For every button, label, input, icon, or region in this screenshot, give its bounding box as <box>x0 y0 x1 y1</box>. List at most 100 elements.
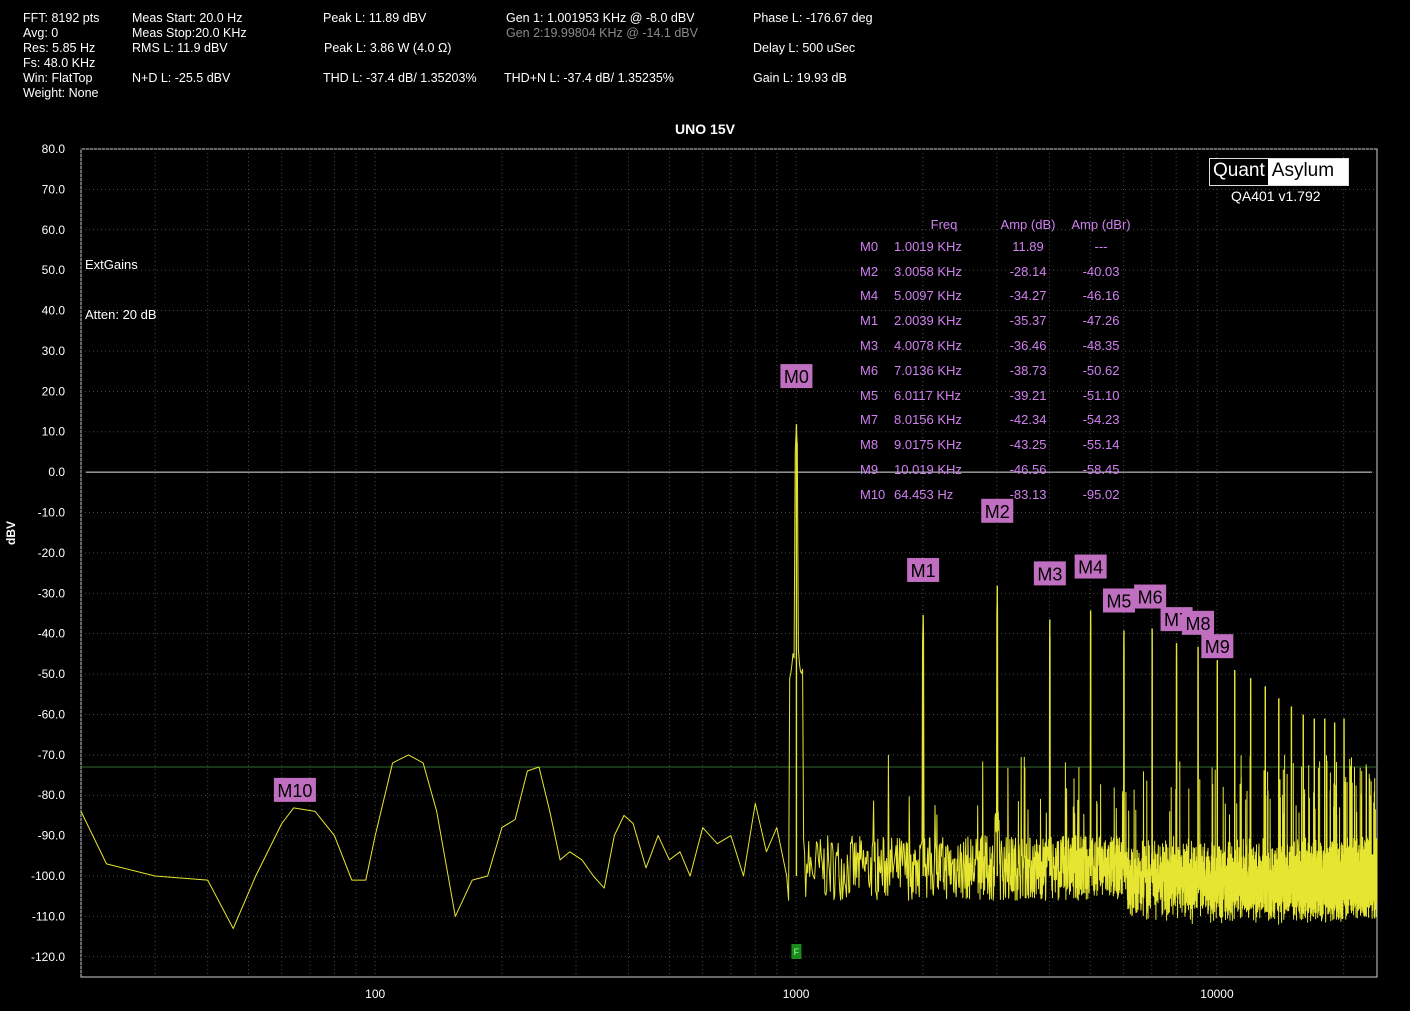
y-tick-label: -100.0 <box>31 869 65 883</box>
quantasylum-logo: Quant Asylum <box>1209 158 1349 186</box>
y-tick-label: -80.0 <box>38 788 66 802</box>
marker-freq: 6.0117 KHz <box>894 387 961 403</box>
thd-readout: THD L: -37.4 dB/ 1.35203% <box>323 71 477 85</box>
marker-label-m4[interactable]: M4 <box>1074 554 1107 579</box>
header-marker <box>860 214 894 234</box>
y-tick-label: 80.0 <box>42 142 66 156</box>
x-tick-label: 100 <box>365 987 385 1001</box>
marker-freq: 10.019 KHz <box>894 462 962 478</box>
y-tick-label: 70.0 <box>42 182 66 196</box>
marker-id: M9 <box>860 462 879 478</box>
table-row: M7 8.0156 KHz -42.34 -54.23 <box>860 408 1140 433</box>
marker-label-text: M8 <box>1186 614 1211 634</box>
fundamental-flag-text: F <box>794 947 800 957</box>
marker-id: M8 <box>860 437 879 453</box>
marker-amp-db: -46.56 <box>1009 462 1047 478</box>
y-axis-label: dBV <box>4 521 18 545</box>
marker-amp-dbr: --- <box>1094 238 1108 254</box>
marker-table-header: Freq Amp (dB) Amp (dBr) <box>860 214 1140 234</box>
marker-freq: 9.0175 KHz <box>894 437 962 453</box>
marker-freq: 1.0019 KHz <box>894 238 962 254</box>
marker-amp-dbr: -55.14 <box>1082 437 1120 453</box>
marker-label-text: M9 <box>1205 637 1230 657</box>
header-amp-dbr: Amp (dBr) <box>1071 216 1131 232</box>
marker-freq: 5.0097 KHz <box>894 288 962 304</box>
meas-stop: Meas Stop:20.0 KHz <box>132 26 247 40</box>
marker-id: M6 <box>860 362 879 378</box>
table-row: M6 7.0136 KHz -38.73 -50.62 <box>860 358 1140 383</box>
table-row: M1 2.0039 KHz -35.37 -47.26 <box>860 308 1140 333</box>
marker-label-box <box>1102 588 1135 613</box>
x-tick-label: 10000 <box>1200 987 1234 1001</box>
fundamental-flag[interactable]: F <box>791 944 802 959</box>
fft-line-5: Win: FlatTop <box>23 71 93 85</box>
peak-watt-readout: Peak L: 3.86 W (4.0 Ω) <box>324 41 452 55</box>
spectrum-trace <box>80 427 1378 929</box>
noise-distortion-readout: N+D L: -25.5 dBV <box>132 71 231 85</box>
marker-amp-db: -43.25 <box>1009 437 1047 453</box>
marker-freq: 8.0156 KHz <box>894 412 962 428</box>
marker-label-box <box>981 498 1014 523</box>
marker-amp-db: -36.46 <box>1009 338 1047 354</box>
y-tick-label: -50.0 <box>38 667 66 681</box>
marker-id: M5 <box>860 387 879 403</box>
atten-note: Atten: 20 dB <box>85 307 157 322</box>
marker-label-box <box>1134 584 1167 609</box>
marker-id: M10 <box>860 486 886 502</box>
y-tick-label: 30.0 <box>42 344 66 358</box>
marker-freq: 4.0078 KHz <box>894 338 962 354</box>
marker-label-m5[interactable]: M5 <box>1102 588 1135 613</box>
fft-line-2: Avg: 0 <box>23 26 59 40</box>
chart-title: UNO 15V <box>675 121 735 137</box>
y-tick-label: -60.0 <box>38 707 66 721</box>
version-label: QA401 v1.792 <box>1231 188 1321 204</box>
marker-label-m10[interactable]: M10 <box>273 777 316 802</box>
marker-amp-dbr: -95.02 <box>1082 486 1120 502</box>
marker-amp-db: -39.21 <box>1009 387 1047 403</box>
y-tick-label: -90.0 <box>38 829 66 843</box>
fft-settings: FFT: 8192 pts Avg: 0 Res: 5.85 Hz Fs: 48… <box>23 11 99 101</box>
marker-amp-dbr: -47.26 <box>1082 313 1120 329</box>
marker-label-m9[interactable]: M9 <box>1201 634 1234 659</box>
y-tick-label: -70.0 <box>38 748 66 762</box>
marker-label-box <box>780 364 813 389</box>
y-tick-label: 0.0 <box>48 465 65 479</box>
marker-label-m8[interactable]: M8 <box>1182 610 1215 635</box>
marker-label-m3[interactable]: M3 <box>1033 561 1066 586</box>
marker-label-text: M10 <box>277 781 312 801</box>
marker-id: M3 <box>860 338 879 354</box>
marker-amp-dbr: -58.45 <box>1082 462 1120 478</box>
marker-label-m1[interactable]: M1 <box>907 557 940 582</box>
y-tick-label: 50.0 <box>42 263 66 277</box>
marker-amp-dbr: -50.62 <box>1082 362 1120 378</box>
y-tick-label: 60.0 <box>42 223 66 237</box>
marker-label-text: M4 <box>1078 558 1103 578</box>
marker-label-box <box>907 557 940 582</box>
marker-label-m2[interactable]: M2 <box>981 498 1014 523</box>
marker-amp-dbr: -48.35 <box>1082 338 1120 354</box>
marker-label-text: M6 <box>1138 588 1163 608</box>
marker-label-m0[interactable]: M0 <box>780 364 813 389</box>
marker-freq: 7.0136 KHz <box>894 362 962 378</box>
marker-label-text: M2 <box>985 502 1010 522</box>
marker-label-m6[interactable]: M6 <box>1134 584 1167 609</box>
header-amp-db: Amp (dB) <box>1000 216 1056 232</box>
table-row: M2 3.0058 KHz -28.14 -40.03 <box>860 259 1140 284</box>
marker-label-text: M5 <box>1106 591 1131 611</box>
marker-amp-dbr: -54.23 <box>1082 412 1120 428</box>
marker-amp-db: -34.27 <box>1009 288 1047 304</box>
y-tick-label: -40.0 <box>38 627 66 641</box>
marker-label-text: M0 <box>784 367 809 387</box>
marker-table: Freq Amp (dB) Amp (dBr) M0 1.0019 KHz 11.8… <box>860 214 1140 507</box>
logo-right-text: Asylum <box>1267 159 1348 185</box>
marker-amp-db: -35.37 <box>1009 313 1047 329</box>
table-row: M5 6.0117 KHz -39.21 -51.10 <box>860 383 1140 408</box>
delay-readout: Delay L: 500 uSec <box>753 41 856 55</box>
marker-id: M1 <box>860 313 879 329</box>
marker-freq: 3.0058 KHz <box>894 263 962 279</box>
gen2-readout: Gen 2:19.99804 KHz @ -14.1 dBV <box>506 26 698 40</box>
table-row: M8 9.0175 KHz -43.25 -55.14 <box>860 432 1140 457</box>
marker-label-box <box>1182 610 1215 635</box>
fundamental-flag-box <box>791 944 802 959</box>
